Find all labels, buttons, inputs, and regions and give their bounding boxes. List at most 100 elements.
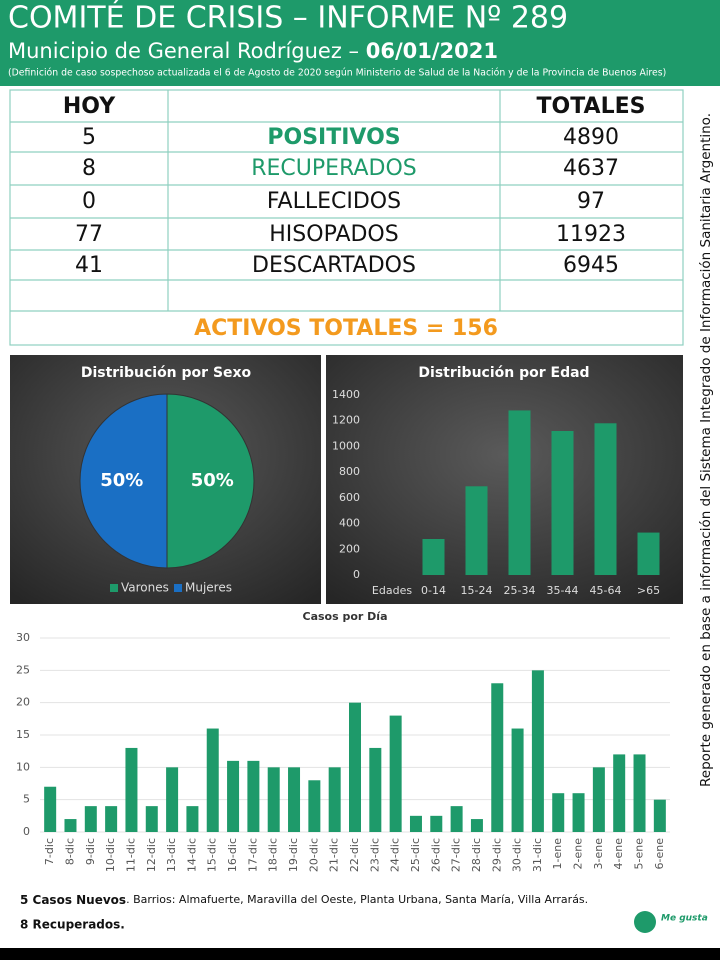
bar [594, 423, 617, 575]
y-tick-label: 5 [23, 793, 30, 806]
y-tick-label: 200 [339, 542, 360, 555]
y-tick-label: 25 [16, 663, 30, 676]
bar [145, 806, 158, 832]
x-tick-label: 15-dic [206, 838, 219, 872]
x-tick-label: 8-dic [63, 838, 76, 865]
pie-slice [79, 393, 168, 569]
bar [531, 670, 544, 832]
bar [288, 767, 301, 832]
bar [64, 819, 77, 832]
bar [465, 486, 488, 575]
x-axis-label: Edades [372, 584, 412, 597]
x-tick-label: 12-dic [145, 838, 158, 872]
row-label: HISOPADOS [269, 222, 398, 247]
header-totals: TOTALES [537, 94, 646, 119]
y-tick-label: 800 [339, 465, 360, 478]
row-label: RECUPERADOS [251, 156, 416, 181]
bar [105, 806, 118, 832]
x-tick-label: 20-dic [307, 838, 320, 872]
today: 8 [82, 156, 96, 181]
bar [84, 806, 97, 832]
header-today: HOY [63, 94, 116, 119]
x-tick-label: 25-dic [409, 838, 422, 872]
x-tick-label: 10-dic [104, 838, 117, 872]
x-tick-label: 25-34 [504, 584, 536, 597]
pie-slice [166, 393, 255, 569]
x-tick-label: 31-dic [531, 838, 544, 872]
note: (Definición de caso sospechoso actualiza… [8, 68, 666, 79]
bar [166, 767, 179, 832]
x-tick-label: 4-ene [612, 838, 625, 870]
bar [511, 728, 524, 832]
bar [308, 780, 321, 832]
x-tick-label: 3-ene [592, 838, 605, 870]
new-cases: 5 Casos Nuevos [20, 893, 126, 907]
total: 6945 [563, 253, 619, 278]
x-tick-label: >65 [637, 584, 660, 597]
row-label: POSITIVOS [267, 125, 400, 150]
source-note: Reporte generado en base a información d… [698, 113, 714, 787]
x-tick-label: 11-dic [124, 838, 137, 872]
x-tick-label: 24-dic [389, 838, 402, 872]
x-tick-label: 23-dic [368, 838, 381, 872]
y-tick-label: 10 [16, 760, 30, 773]
x-tick-label: 26-dic [429, 838, 442, 872]
bar [389, 715, 402, 832]
chart-title: Distribución por Edad [418, 365, 589, 381]
summary-table: HOY TOTALES 5 POSITIVOS 4890 8 RECUPERAD… [9, 89, 684, 346]
x-tick-label: 14-dic [185, 838, 198, 872]
chart-title: Casos por Día [303, 610, 388, 623]
bar [508, 410, 531, 575]
panel [326, 355, 683, 604]
bar [430, 815, 443, 832]
y-tick-label: 20 [16, 696, 30, 709]
y-tick-label: 400 [339, 517, 360, 530]
total: 11923 [556, 222, 626, 247]
bar [247, 760, 260, 832]
y-tick-label: 1000 [332, 439, 360, 452]
x-tick-label: 19-dic [287, 838, 300, 872]
row-label: FALLECIDOS [267, 189, 401, 214]
bar [572, 793, 585, 832]
bar [470, 819, 483, 832]
subtitle: Municipio de General Rodríguez – 06/01/2… [8, 39, 498, 63]
logo-icon [634, 911, 656, 933]
y-tick-label: 600 [339, 491, 360, 504]
x-tick-label: 17-dic [246, 838, 259, 872]
header-band [0, 0, 720, 86]
x-tick-label: 6-ene [653, 838, 666, 870]
x-tick-label: 29-dic [490, 838, 503, 872]
slice-label: 50% [191, 470, 234, 491]
today: 77 [75, 222, 103, 247]
date: 06/01/2021 [366, 39, 498, 63]
bar [592, 767, 605, 832]
today: 41 [75, 253, 103, 278]
bar [450, 806, 463, 832]
y-tick-label: 1200 [332, 414, 360, 427]
bar [551, 431, 574, 575]
bar [44, 786, 57, 832]
y-tick-label: 15 [16, 728, 30, 741]
bottom-band [0, 948, 720, 960]
x-tick-label: 18-dic [267, 838, 280, 872]
x-tick-label: 15-24 [461, 584, 493, 597]
total: 4890 [563, 125, 619, 150]
x-tick-label: 1-ene [551, 838, 564, 870]
today: 5 [82, 125, 96, 150]
row-label: DESCARTADOS [252, 253, 416, 278]
x-tick-label: 45-64 [590, 584, 622, 597]
legend-swatch [110, 584, 118, 592]
legend-swatch [174, 584, 182, 592]
bar [491, 683, 504, 832]
footer-cases: 5 Casos Nuevos. Barrios: Almafuerte, Mar… [20, 893, 588, 907]
legend-label: Varones [121, 581, 169, 595]
bar [409, 815, 422, 832]
bar [613, 754, 626, 832]
x-tick-label: 7-dic [43, 838, 56, 865]
legend-label: Mujeres [185, 581, 232, 595]
total: 4637 [563, 156, 619, 181]
bar [552, 793, 565, 832]
x-tick-label: 35-44 [547, 584, 579, 597]
bar [186, 806, 199, 832]
